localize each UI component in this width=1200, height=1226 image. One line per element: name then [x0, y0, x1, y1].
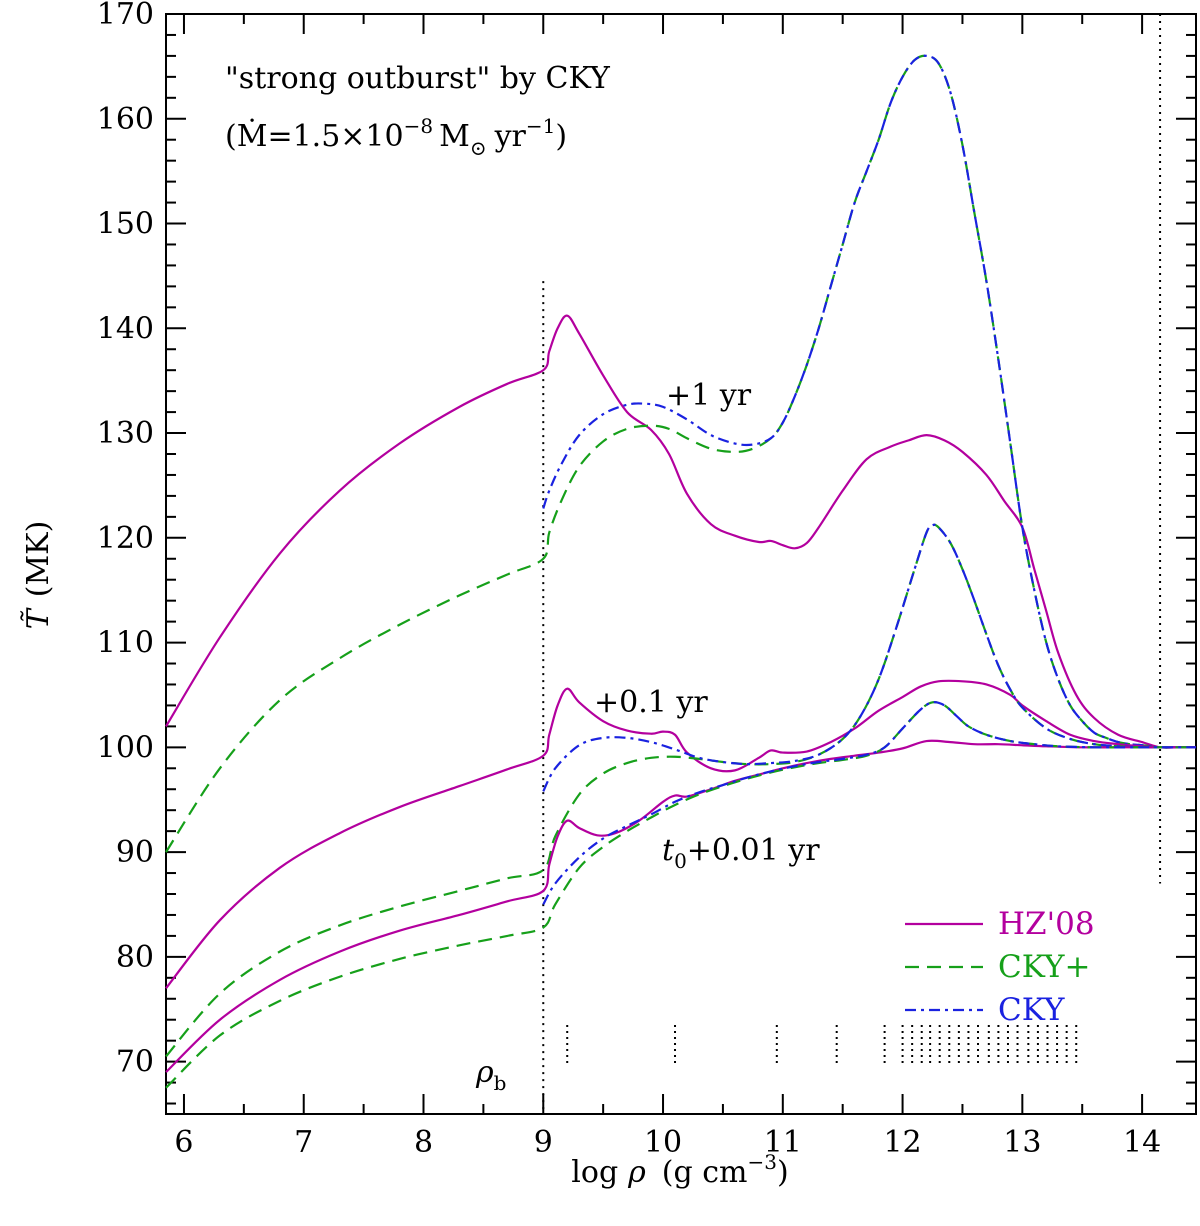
x-title-rho: ρ	[627, 1155, 646, 1190]
title-msun-sub: ⊙	[470, 136, 487, 160]
x-title-exp: −3	[748, 1150, 777, 1174]
x-title-log: log	[571, 1155, 618, 1190]
x-tick-label: 9	[534, 1125, 553, 1160]
title-msun: M	[439, 119, 470, 154]
annotation-plus-1yr: +1 yr	[666, 378, 752, 413]
annotation-rho-b: ρb	[475, 1055, 506, 1095]
x-tick-label: 13	[1003, 1125, 1041, 1160]
y-tick-label: 150	[97, 207, 154, 242]
chart-title-line2: (Ṁ=1.5×10−8 M⊙ yr−1)	[225, 114, 567, 160]
y-axis-title: T̃ (MK)	[21, 521, 56, 630]
y-tick-label: 160	[97, 102, 154, 137]
y-tick-label: 110	[97, 626, 154, 661]
title-exp: −8	[404, 114, 433, 138]
legend-label-cky: CKY	[998, 992, 1065, 1028]
y-tick-label: 70	[116, 1045, 154, 1080]
title-mdot: Ṁ	[237, 118, 268, 154]
title-eq: =1.5×10	[267, 119, 403, 154]
series-line-2	[542, 54, 1196, 749]
y-tick-label: 140	[97, 311, 154, 346]
y-tick-label: 130	[97, 416, 154, 451]
annotation-t0-plus-0-01yr: t0+0.01 yr	[662, 833, 820, 873]
title-open-paren: (	[225, 119, 237, 154]
vertical-dotted-lines	[542, 14, 1162, 1114]
x-tick-label: 8	[414, 1125, 433, 1160]
title-yr-exp: −1	[526, 114, 555, 138]
series-line-1	[165, 54, 1196, 853]
x-title-close: )	[777, 1155, 789, 1190]
x-tick-label: 14	[1123, 1125, 1161, 1160]
x-tick-label: 11	[764, 1125, 802, 1160]
x-axis-title: log ρ (g cm−3)	[571, 1150, 788, 1190]
t0-subscript: 0	[674, 849, 687, 873]
y-tick-label: 100	[97, 730, 154, 765]
axis-ticks	[166, 13, 1196, 1114]
legend-label-hz08: HZ'08	[998, 906, 1095, 942]
x-title-units: (g cm	[662, 1155, 748, 1190]
x-tick-label: 10	[644, 1125, 682, 1160]
series-line-3	[165, 679, 1196, 989]
series-lines	[165, 54, 1196, 1089]
y-title-symbol: T̃	[21, 607, 56, 629]
y-tick-label: 90	[116, 835, 154, 870]
x-tick-label: 7	[294, 1125, 313, 1160]
series-line-8	[542, 701, 1196, 906]
title-yr: yr	[494, 119, 527, 154]
x-tick-label: 12	[883, 1125, 921, 1160]
annotation-plus-0-1yr: +0.1 yr	[594, 685, 708, 720]
series-line-4	[165, 523, 1196, 1058]
y-tick-label: 80	[116, 940, 154, 975]
series-line-0	[165, 314, 1196, 749]
legend-label-cky-plus: CKY+	[998, 949, 1091, 985]
chart-title-line1: "strong outburst" by CKY	[225, 61, 611, 96]
title-close-paren: )	[555, 119, 567, 154]
series-line-5	[542, 523, 1196, 792]
t0-rest: +0.01 yr	[687, 833, 820, 868]
axis-tick-labels: 6 7 8 9 10 11 12 13 14 70 80 90 100 110 120 130 140 150 16…	[97, 0, 1161, 1160]
density-marker-ticks	[566, 1024, 1078, 1067]
t0-symbol: t	[662, 833, 675, 868]
rho-b-symbol: ρ	[475, 1055, 494, 1090]
y-title-units: (MK)	[21, 521, 56, 598]
legend: HZ'08 CKY+ CKY	[905, 906, 1095, 1028]
plot-frame	[165, 13, 1197, 1115]
rho-b-subscript: b	[494, 1071, 507, 1095]
y-tick-label: 120	[97, 521, 154, 556]
x-tick-label: 6	[174, 1125, 193, 1160]
y-tick-label: 170	[97, 0, 154, 32]
series-line-7	[165, 701, 1196, 1089]
